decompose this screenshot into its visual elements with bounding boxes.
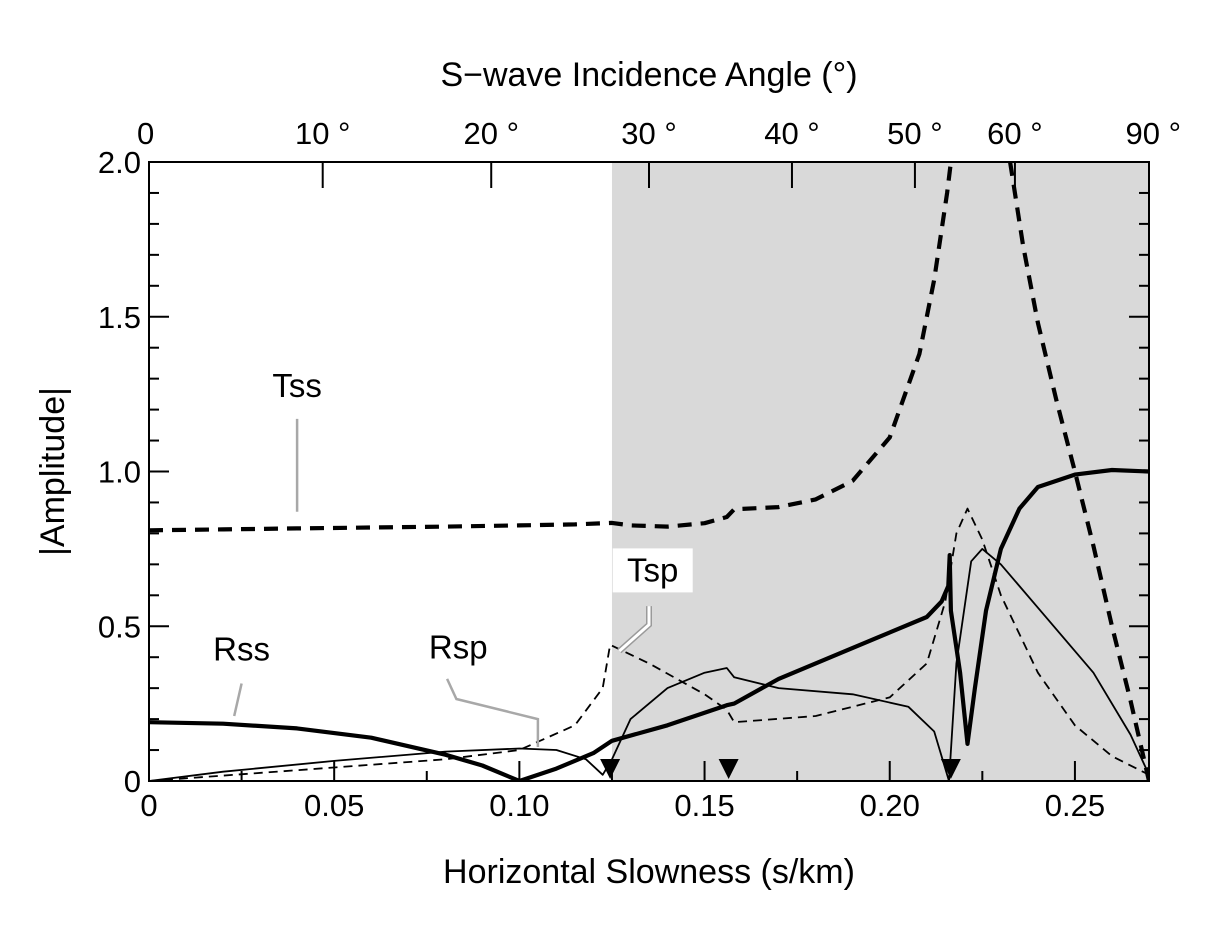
x-axis-title: Horizontal Slowness (s/km) bbox=[443, 853, 855, 891]
top-tick-label-0: 0 bbox=[137, 116, 154, 151]
y-tick-label-1: 0.5 bbox=[98, 609, 141, 644]
top-axis-title: S−wave Incidence Angle (°) bbox=[440, 56, 857, 94]
critical-slowness-marker-2 bbox=[940, 759, 961, 779]
top-tick-label-1: 10 ° bbox=[295, 116, 351, 151]
annotation-rsp-leader bbox=[445, 678, 540, 747]
marker-layer bbox=[600, 759, 961, 779]
x-tick-label-3: 0.15 bbox=[674, 788, 734, 823]
x-tick-label-0: 0 bbox=[140, 788, 157, 823]
y-tick-label-0: 0 bbox=[124, 764, 141, 799]
top-tick-label-6: 60 ° bbox=[987, 116, 1043, 151]
annotation-tsp-label: Tsp bbox=[627, 551, 678, 588]
series-rss-line-0 bbox=[149, 467, 1149, 781]
series-rsp-line-0 bbox=[149, 548, 1149, 781]
y-tick-label-2: 1.0 bbox=[98, 455, 141, 490]
top-tick-label-5: 50 ° bbox=[887, 116, 943, 151]
annotation-rss-leader bbox=[232, 683, 243, 717]
shaded-region bbox=[611, 162, 1149, 781]
x-tick-label-2: 0.10 bbox=[489, 788, 549, 823]
x-tick-label-5: 0.25 bbox=[1045, 788, 1105, 823]
x-tick-label-1: 0.05 bbox=[304, 788, 364, 823]
top-tick-label-4: 40 ° bbox=[764, 116, 820, 151]
annotation-layer: Tss Rss Rsp Tsp bbox=[213, 367, 693, 747]
x-tick-label-4: 0.20 bbox=[860, 788, 920, 823]
annotation-rsp-label: Rsp bbox=[429, 629, 488, 666]
y-axis-title: |Amplitude| bbox=[34, 387, 72, 556]
y-tick-label-3: 1.5 bbox=[98, 300, 141, 335]
y-tick-label-4: 2.0 bbox=[98, 145, 141, 180]
critical-slowness-marker-0 bbox=[600, 759, 621, 779]
top-tick-label-2: 20 ° bbox=[463, 116, 519, 151]
top-tick-label-3: 30 ° bbox=[621, 116, 677, 151]
series-tsp-line-0 bbox=[149, 507, 1149, 781]
series-layer bbox=[149, 162, 1149, 781]
annotation-tsp-leader bbox=[618, 606, 651, 653]
critical-slowness-marker-1 bbox=[718, 759, 739, 779]
annotation-tsp-box bbox=[612, 548, 693, 593]
top-tick-label-7: 90 ° bbox=[1126, 116, 1182, 151]
shaded-region-layer bbox=[611, 162, 1149, 781]
annotation-tss-label: Tss bbox=[272, 367, 322, 404]
series-tss-line-0 bbox=[149, 162, 953, 533]
annotation-rss-label: Rss bbox=[213, 630, 270, 667]
